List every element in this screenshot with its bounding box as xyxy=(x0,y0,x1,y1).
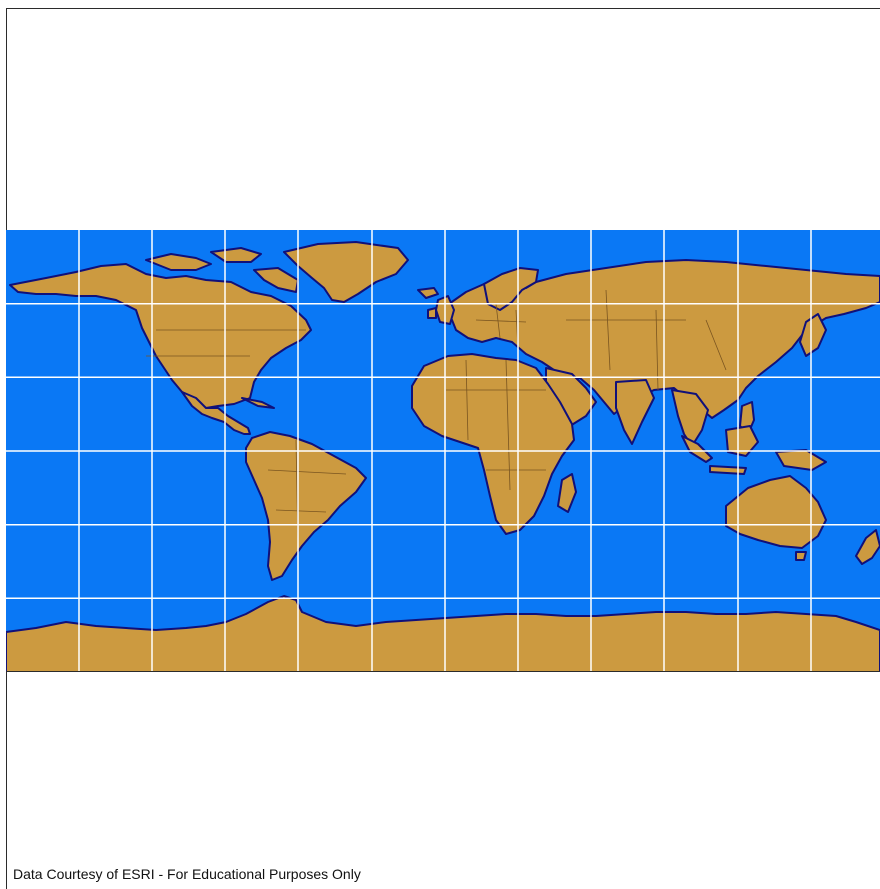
java xyxy=(709,465,747,475)
india xyxy=(615,379,655,445)
new-zealand xyxy=(855,529,880,565)
ireland xyxy=(427,307,437,319)
iceland xyxy=(417,287,439,299)
eurasia xyxy=(445,259,880,419)
world-map[interactable] xyxy=(6,230,880,672)
borneo xyxy=(725,425,759,457)
australia xyxy=(725,475,827,549)
baffin-island xyxy=(253,267,299,293)
greenland xyxy=(283,241,409,303)
graticule xyxy=(6,230,880,672)
central-america xyxy=(181,391,251,435)
japan xyxy=(799,313,827,357)
madagascar xyxy=(557,473,577,513)
south-america xyxy=(245,431,367,581)
arctic-islands-1 xyxy=(145,253,212,271)
scandinavia xyxy=(483,267,539,311)
tasmania xyxy=(795,551,807,561)
cuba xyxy=(241,397,275,409)
arctic-islands-2 xyxy=(210,247,262,263)
sumatra xyxy=(681,435,713,463)
data-credit: Data Courtesy of ESRI - For Educational … xyxy=(13,866,361,882)
indochina xyxy=(671,389,709,447)
country-borders xyxy=(146,289,727,551)
